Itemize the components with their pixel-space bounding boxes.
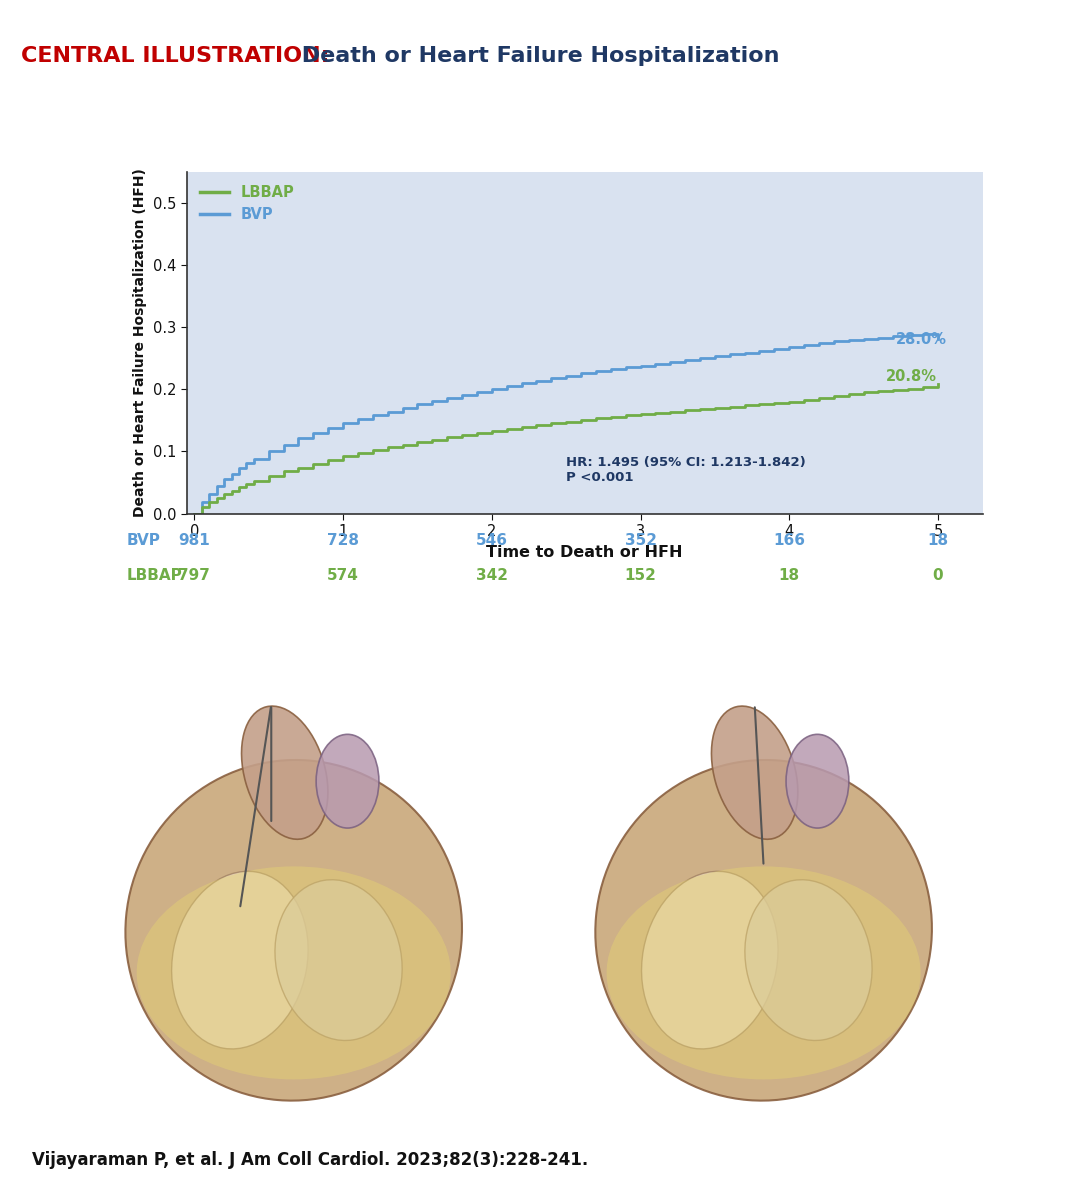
- Ellipse shape: [125, 760, 462, 1100]
- Ellipse shape: [274, 880, 403, 1040]
- X-axis label: Time to Death or HFH: Time to Death or HFH: [487, 545, 682, 559]
- Text: BVP: BVP: [127, 533, 161, 547]
- Text: 0: 0: [932, 568, 943, 582]
- Text: Death or Heart Failure Hospitalization: Death or Heart Failure Hospitalization: [294, 47, 780, 66]
- Text: Left Bundle Branch Area
Pacing (LBBAP): Left Bundle Branch Area Pacing (LBBAP): [640, 632, 909, 676]
- Text: Biventricular Pacing (BVP): Biventricular Pacing (BVP): [168, 644, 457, 664]
- Y-axis label: Death or Heart Failure Hospitalization (HFH): Death or Heart Failure Hospitalization (…: [134, 168, 147, 517]
- Ellipse shape: [316, 734, 379, 828]
- Text: 28.0%: 28.0%: [896, 332, 947, 347]
- Text: HR: 1.495 (95% CI: 1.213-1.842)
P <0.001: HR: 1.495 (95% CI: 1.213-1.842) P <0.001: [566, 456, 806, 484]
- Ellipse shape: [172, 871, 309, 1049]
- Text: 18: 18: [927, 533, 948, 547]
- Ellipse shape: [744, 880, 873, 1040]
- Text: 546: 546: [475, 533, 507, 547]
- Text: 20.8%: 20.8%: [885, 370, 937, 384]
- Text: 18: 18: [779, 568, 800, 582]
- Text: 981: 981: [178, 533, 210, 547]
- Text: 574: 574: [327, 568, 359, 582]
- Text: Time to Death or Heart Failure Hospitalization: Time to Death or Heart Failure Hospitali…: [282, 98, 791, 118]
- Ellipse shape: [711, 706, 798, 839]
- Legend: LBBAP, BVP: LBBAP, BVP: [194, 179, 300, 228]
- Text: CENTRAL ILLUSTRATION:: CENTRAL ILLUSTRATION:: [21, 47, 330, 66]
- Text: 797: 797: [178, 568, 210, 582]
- Text: LBBAP: LBBAP: [127, 568, 183, 582]
- Ellipse shape: [642, 871, 779, 1049]
- Ellipse shape: [241, 706, 328, 839]
- Text: All Patients (n = 1,778): All Patients (n = 1,778): [431, 137, 642, 152]
- Ellipse shape: [137, 866, 451, 1080]
- Text: 728: 728: [327, 533, 359, 547]
- Text: 166: 166: [773, 533, 805, 547]
- Text: 352: 352: [625, 533, 657, 547]
- Ellipse shape: [607, 866, 921, 1080]
- Ellipse shape: [786, 734, 849, 828]
- Text: 152: 152: [625, 568, 657, 582]
- Text: 342: 342: [475, 568, 507, 582]
- Ellipse shape: [595, 760, 932, 1100]
- Text: Vijayaraman P, et al. J Am Coll Cardiol. 2023;82(3):228-241.: Vijayaraman P, et al. J Am Coll Cardiol.…: [32, 1152, 587, 1169]
